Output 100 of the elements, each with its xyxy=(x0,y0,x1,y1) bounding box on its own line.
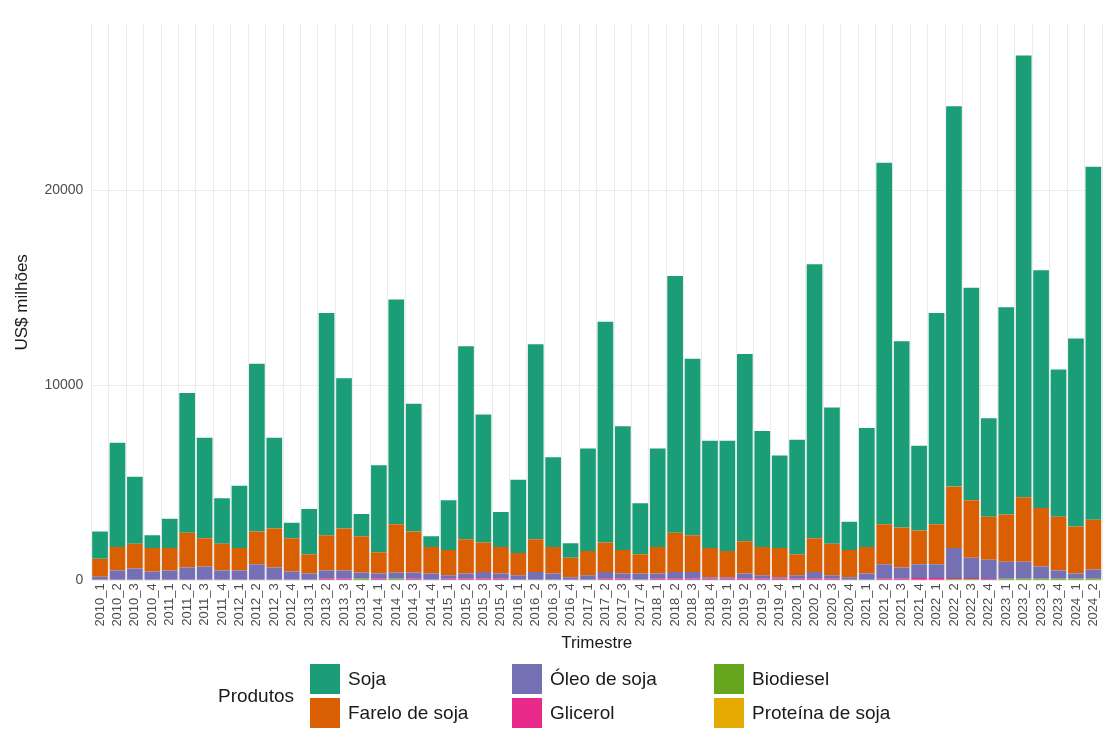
x-tick-label: 2014_3 xyxy=(405,583,421,627)
bar xyxy=(109,570,126,580)
y-axis-title: US$ milhões xyxy=(11,254,31,351)
x-tick-label: 2015_1 xyxy=(440,583,456,627)
bar xyxy=(1050,369,1067,517)
bar xyxy=(580,448,596,551)
bar xyxy=(702,440,718,549)
x-tick-label: 2022_4 xyxy=(980,583,996,627)
bar xyxy=(92,576,108,580)
x-tick-label: 2012_2 xyxy=(248,583,264,627)
legend-label: Farelo de soja xyxy=(348,702,470,724)
bar xyxy=(562,543,579,558)
x-tick-label: 2014_4 xyxy=(422,583,438,627)
bar xyxy=(214,498,230,544)
x-tick-label: 2023_1 xyxy=(997,583,1013,627)
bar xyxy=(423,536,439,548)
bar xyxy=(1085,519,1102,570)
x-tick-label: 2021_2 xyxy=(875,583,891,627)
bar xyxy=(684,535,701,573)
x-tick-label: 2013_1 xyxy=(300,583,316,627)
x-tick-label: 2020_4 xyxy=(840,583,856,627)
x-tick-label: 2011_3 xyxy=(196,583,212,626)
x-tick-label: 2019_1 xyxy=(718,583,734,627)
bar xyxy=(1085,166,1102,520)
bar xyxy=(806,572,823,579)
bar xyxy=(353,572,370,579)
x-tick-label: 2011_1 xyxy=(161,583,177,626)
bar xyxy=(841,521,858,550)
bar xyxy=(458,573,474,579)
x-tick-label: 2017_4 xyxy=(631,583,647,627)
bar xyxy=(963,287,980,501)
bar xyxy=(336,570,352,579)
x-tick-label: 2015_2 xyxy=(457,583,473,627)
bar xyxy=(702,548,718,578)
bar xyxy=(458,346,474,540)
bar xyxy=(440,549,457,576)
bar xyxy=(214,543,230,571)
bar xyxy=(946,106,962,487)
bar xyxy=(458,539,474,574)
x-tick-label: 2017_1 xyxy=(579,583,595,627)
bar xyxy=(963,500,980,558)
bar xyxy=(109,547,126,571)
x-tick-label: 2011_4 xyxy=(213,583,229,626)
bar xyxy=(196,538,213,567)
bar xyxy=(318,535,335,571)
bar xyxy=(1068,526,1084,574)
bar xyxy=(475,542,492,573)
bar xyxy=(196,566,213,580)
x-tick-label: 2010_1 xyxy=(91,583,107,627)
bar xyxy=(841,549,858,578)
bar xyxy=(214,570,230,580)
x-tick-label: 2021_1 xyxy=(858,583,874,627)
bar xyxy=(963,557,980,578)
x-tick-label: 2018_4 xyxy=(701,583,717,627)
x-tick-label: 2023_3 xyxy=(1032,583,1048,627)
x-tick-label: 2017_2 xyxy=(597,583,612,627)
legend-label: Proteína de soja xyxy=(752,702,892,724)
bar xyxy=(806,264,823,539)
bar xyxy=(719,440,736,551)
x-tick-label: 2016_3 xyxy=(544,583,560,627)
bar xyxy=(336,378,352,529)
x-tick-label: 2019_4 xyxy=(771,583,787,627)
bar xyxy=(928,564,945,578)
bar xyxy=(92,558,108,577)
bar xyxy=(109,442,126,548)
bar xyxy=(1050,516,1067,571)
x-tick-label: 2012_4 xyxy=(283,583,299,627)
x-tick-label: 2020_3 xyxy=(823,583,839,627)
bar xyxy=(475,572,492,579)
x-tick-label: 2021_3 xyxy=(893,583,909,627)
bar xyxy=(597,572,614,579)
x-tick-label: 2022_2 xyxy=(945,583,961,627)
legend-label: Biodiesel xyxy=(752,668,831,690)
y-tick-label: 10000 xyxy=(44,376,84,393)
x-tick-label: 2014_1 xyxy=(370,583,386,627)
x-tick-label: 2020_1 xyxy=(788,583,804,627)
x-tick-label: 2010_2 xyxy=(109,583,125,627)
x-tick-label: 2019_2 xyxy=(736,583,752,627)
x-tick-label: 2023_4 xyxy=(1050,583,1066,627)
bar xyxy=(824,543,840,576)
legend-label: Óleo de soja xyxy=(550,668,658,690)
bar xyxy=(946,548,962,578)
bar xyxy=(318,313,335,536)
x-tick-label: 2012_1 xyxy=(231,583,247,627)
x-tick-label: 2014_2 xyxy=(387,583,403,627)
x-tick-label: 2012_3 xyxy=(265,583,281,627)
x-tick-label: 2024_2 xyxy=(1084,583,1100,627)
legend-label: Soja xyxy=(348,668,388,690)
bar xyxy=(562,557,579,578)
bar xyxy=(1068,573,1084,579)
x-tick-label: 2013_4 xyxy=(353,583,369,627)
bar xyxy=(684,572,701,579)
x-tick-label: 2018_2 xyxy=(666,583,682,627)
legend-title: Produtos xyxy=(217,685,295,707)
x-tick-label: 2011_2 xyxy=(178,583,194,626)
bar xyxy=(719,550,736,578)
bar xyxy=(231,485,248,549)
x-tick-label: 2022_3 xyxy=(962,583,978,627)
x-tick-label: 2022_1 xyxy=(928,583,944,627)
bar xyxy=(684,358,701,536)
